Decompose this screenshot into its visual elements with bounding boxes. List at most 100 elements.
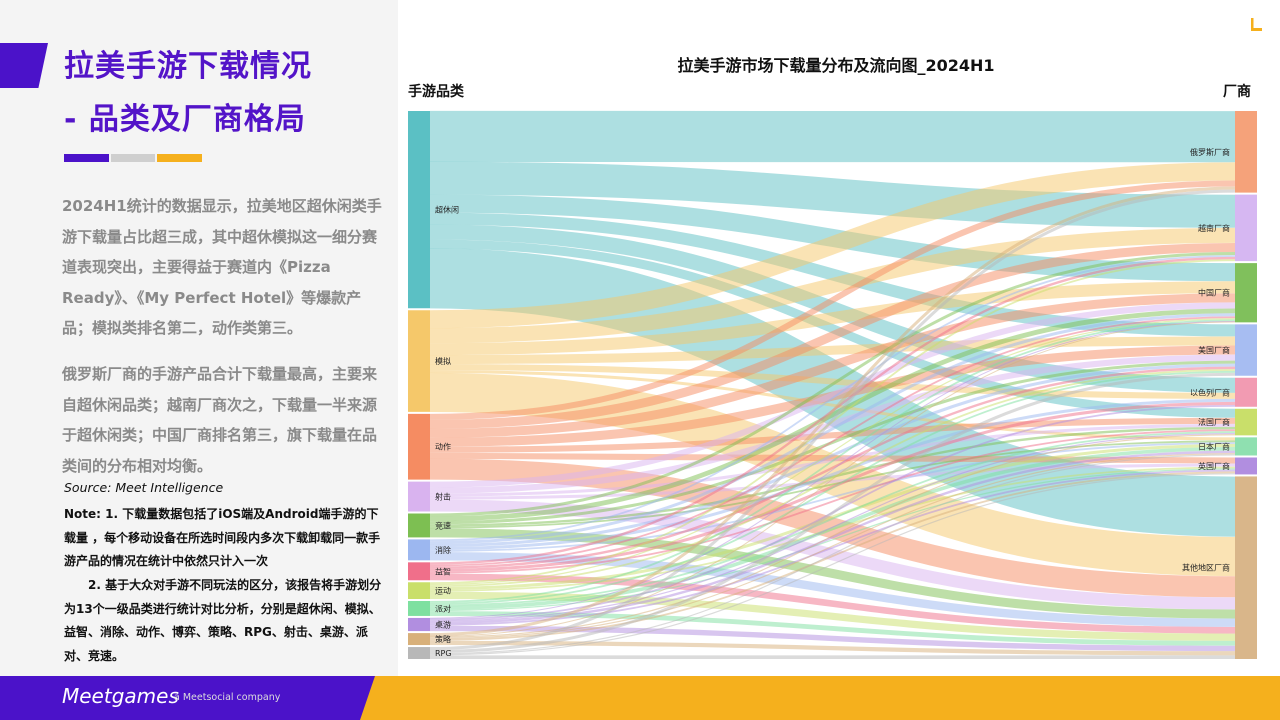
sankey-link bbox=[429, 318, 1236, 586]
title-underline-yellow bbox=[157, 154, 202, 162]
sankey-link bbox=[429, 473, 1236, 656]
sankey-link bbox=[429, 469, 1236, 626]
footer-bar: Meetgames a Meetsocial company bbox=[0, 676, 1280, 720]
source-node-label: 竞速 bbox=[435, 520, 451, 530]
target-node-label: 俄罗斯厂商 bbox=[1190, 147, 1230, 157]
source-node bbox=[408, 617, 430, 632]
source-node-label: 益智 bbox=[435, 566, 451, 576]
footnote-1: Note: 1. 下载量数据包括了iOS端及Android端手游的下载量 ，每个… bbox=[64, 507, 381, 568]
source-node-label: RPG bbox=[435, 649, 452, 658]
sankey-link bbox=[429, 463, 1236, 500]
target-node-label: 其他地区厂商 bbox=[1182, 563, 1230, 573]
sankey-link bbox=[429, 313, 1236, 545]
target-node-label: 越南厂商 bbox=[1198, 223, 1230, 233]
sankey-link bbox=[429, 453, 1236, 640]
target-node bbox=[1235, 377, 1257, 407]
source-node-label: 超休闲 bbox=[435, 205, 459, 215]
sankey-link bbox=[429, 243, 1236, 429]
sankey-link bbox=[429, 336, 1236, 365]
sankey-link bbox=[429, 528, 1236, 619]
sankey-link bbox=[429, 366, 1236, 569]
chart-title: 拉美手游市场下载量分布及流向图_2024H1 bbox=[0, 52, 1280, 76]
sankey-link bbox=[429, 370, 1236, 605]
target-node-label: 美国厂商 bbox=[1198, 345, 1230, 355]
sankey-link bbox=[429, 189, 1236, 651]
text-panel bbox=[0, 0, 398, 676]
source-node bbox=[408, 647, 430, 659]
sankey-link bbox=[429, 431, 1236, 607]
right-axis-label: 厂商 bbox=[1223, 84, 1251, 100]
footnote-2: 2. 基于大众对手游不同玩法的区分，该报告将手游划分为13个一级品类进行统计对比… bbox=[64, 578, 382, 663]
source-node-label: 消除 bbox=[435, 545, 451, 555]
sankey-link bbox=[429, 434, 1236, 638]
target-node bbox=[1235, 111, 1257, 193]
sankey-link bbox=[429, 372, 1236, 654]
source-node bbox=[408, 111, 430, 309]
source-node bbox=[408, 539, 430, 561]
target-node bbox=[1235, 437, 1257, 456]
source-node bbox=[408, 513, 430, 538]
sankey-link bbox=[429, 252, 1236, 517]
left-axis-label: 手游品类 bbox=[408, 84, 464, 100]
sankey-link bbox=[429, 186, 1236, 637]
sankey-link bbox=[429, 227, 1236, 344]
sankey-link bbox=[429, 369, 1236, 588]
sankey-link bbox=[429, 162, 1236, 329]
sankey-link bbox=[429, 255, 1236, 542]
sankey-link bbox=[429, 363, 1236, 548]
sankey-link bbox=[429, 417, 1236, 453]
sankey-link bbox=[429, 426, 1236, 527]
sankey-link bbox=[429, 398, 1236, 551]
summary-paragraph-2: 俄罗斯厂商的手游产品合计下载量最高，主要来自超休闲品类；越南厂商次之，下载量一半… bbox=[62, 365, 378, 475]
target-node bbox=[1235, 457, 1257, 475]
title-underline-purple bbox=[64, 154, 109, 162]
source-node-label: 射击 bbox=[435, 492, 451, 502]
sankey-link bbox=[429, 364, 1236, 399]
brand-logo: Meetgames bbox=[62, 684, 179, 708]
sankey-link bbox=[429, 239, 1236, 418]
target-node-label: 英国厂商 bbox=[1198, 461, 1230, 471]
title-accent-bar bbox=[0, 43, 48, 88]
summary-paragraph-1: 2024H1统计的数据显示，拉美地区超休闲类手游下载量占比超三成，其中超休模拟这… bbox=[62, 197, 382, 337]
sankey-link bbox=[429, 354, 1236, 494]
footer-brand-block bbox=[0, 676, 375, 720]
sankey-link bbox=[429, 293, 1236, 438]
source-node-label: 动作 bbox=[435, 442, 451, 452]
source-node-label: 派对 bbox=[435, 603, 451, 613]
sankey-link bbox=[429, 471, 1236, 641]
title-underline-grey bbox=[111, 154, 155, 162]
source-node bbox=[408, 600, 430, 616]
source-note: Source: Meet Intelligence bbox=[64, 480, 224, 495]
source-node bbox=[408, 562, 430, 581]
sankey-link bbox=[429, 180, 1236, 420]
sankey-link bbox=[429, 308, 1236, 522]
target-node bbox=[1235, 408, 1257, 436]
target-node-label: 法国厂商 bbox=[1198, 417, 1230, 427]
sankey-link bbox=[429, 281, 1236, 356]
sankey-link bbox=[429, 302, 1236, 488]
sankey-link bbox=[429, 320, 1236, 619]
chart-title-text: 拉美手游市场下载量分布及流向图_2024H1 bbox=[677, 56, 995, 75]
sankey-link bbox=[429, 450, 1236, 624]
sankey-links bbox=[429, 110, 1236, 660]
sankey-link bbox=[429, 316, 1236, 567]
target-node-label: 以色列厂商 bbox=[1190, 387, 1230, 397]
sankey-link bbox=[429, 468, 1236, 612]
target-node-label: 中国厂商 bbox=[1198, 288, 1230, 298]
sankey-link bbox=[429, 319, 1236, 603]
target-node bbox=[1235, 476, 1257, 659]
page-title-line-1: 拉美手游下载情况 bbox=[64, 49, 312, 84]
sankey-link bbox=[429, 447, 1236, 610]
source-node bbox=[408, 633, 430, 646]
sankey-link bbox=[429, 625, 1236, 652]
sankey-link bbox=[429, 454, 1236, 655]
sankey-link bbox=[429, 452, 1236, 464]
source-node-label: 策略 bbox=[435, 634, 451, 644]
brand-tagline: a Meetsocial company bbox=[174, 692, 281, 703]
sankey-link bbox=[429, 161, 1236, 228]
page-title-line-2: - 品类及厂商格局 bbox=[64, 102, 306, 137]
source-node bbox=[408, 413, 430, 480]
target-node bbox=[1235, 324, 1257, 376]
